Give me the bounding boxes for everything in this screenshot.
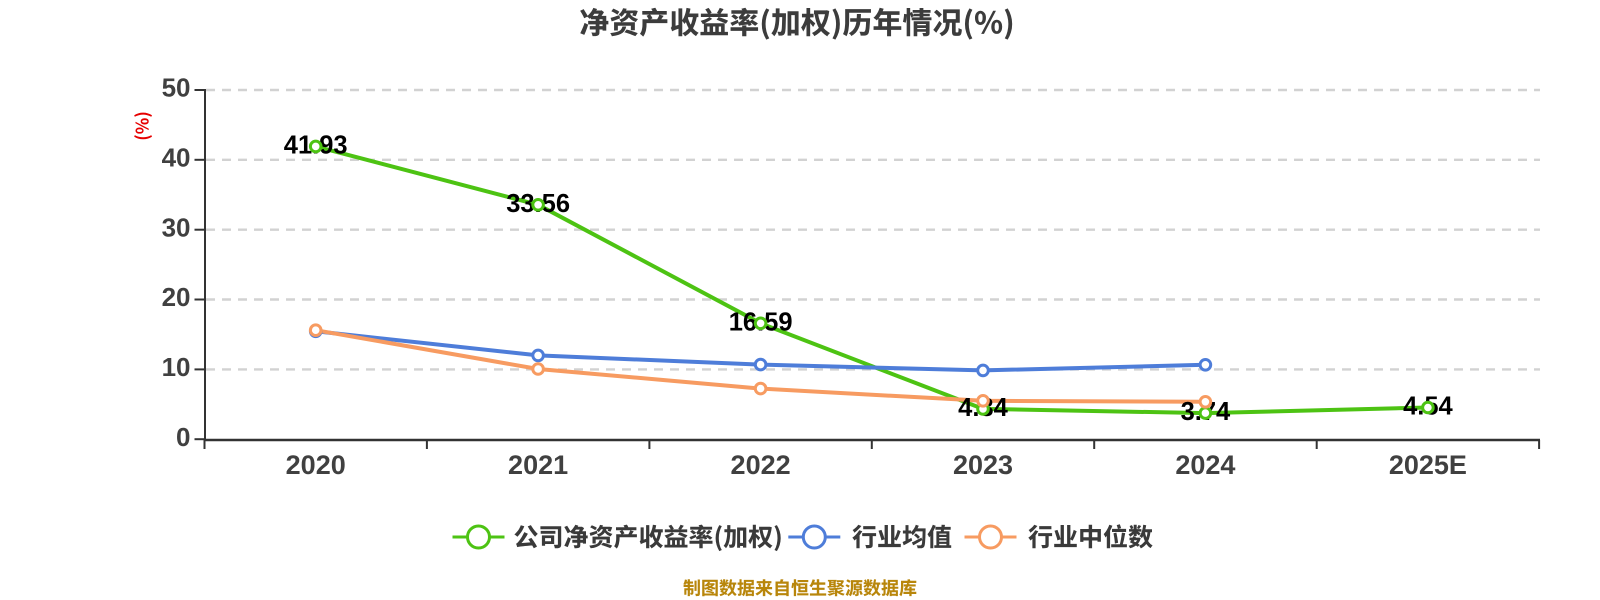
svg-text:10: 10 [162,352,191,382]
svg-text:20: 20 [162,282,191,312]
svg-text:0: 0 [176,422,190,452]
svg-text:40: 40 [162,142,191,172]
svg-text:2020: 2020 [286,450,346,480]
svg-text:2023: 2023 [953,450,1013,480]
svg-text:30: 30 [162,212,191,242]
svg-text:50: 50 [162,73,191,103]
svg-text:2022: 2022 [731,450,791,480]
svg-text:2021: 2021 [508,450,568,480]
svg-text:2024: 2024 [1175,450,1235,480]
svg-text:2025E: 2025E [1389,450,1467,480]
